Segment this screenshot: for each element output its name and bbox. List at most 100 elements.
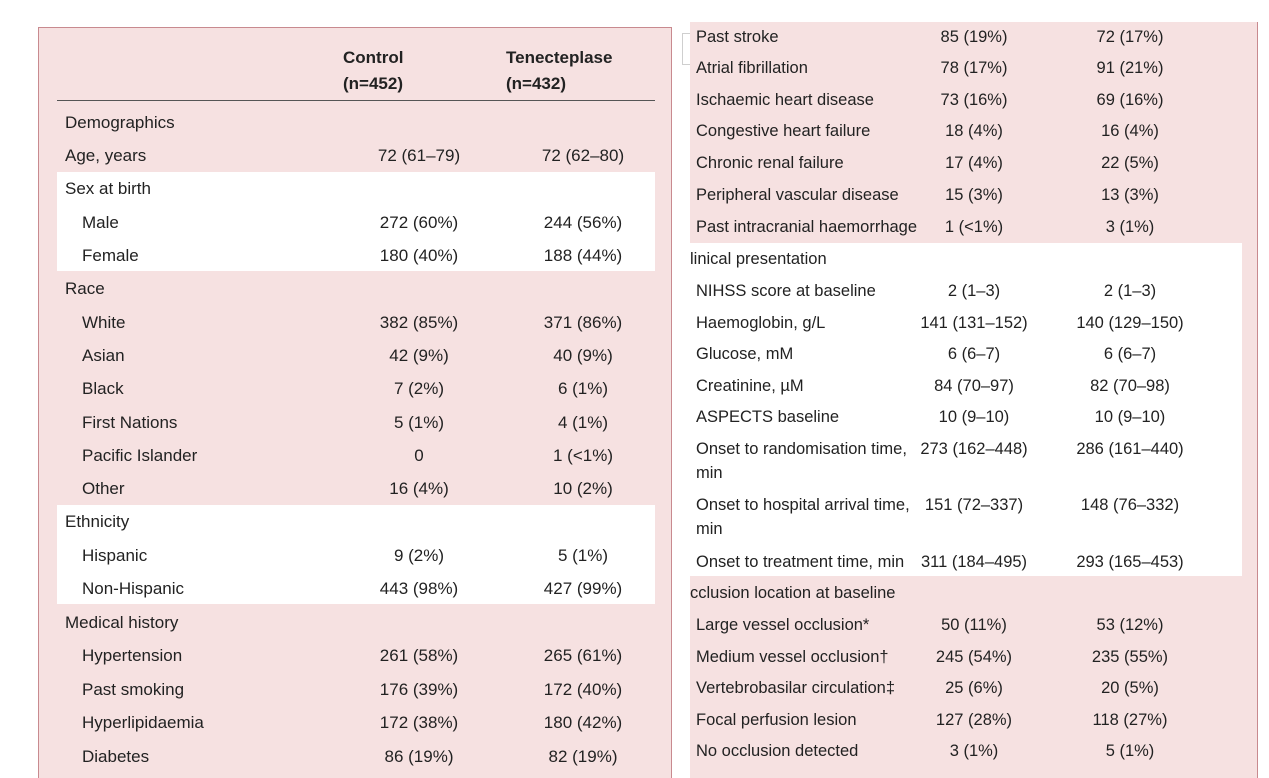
tenecteplase-value: 172 (40%)	[543, 680, 623, 699]
row-label: First Nations	[82, 413, 178, 432]
tenecteplase-value: 13 (3%)	[1101, 186, 1159, 204]
row-label: linical presentation	[690, 250, 827, 268]
control-value: 42 (9%)	[389, 346, 449, 365]
control-value: 176 (39%)	[379, 680, 459, 699]
control-value: 6 (6–7)	[947, 345, 1001, 363]
column-header-control: Control (n=452)	[343, 45, 403, 97]
control-value: 273 (162–448)	[920, 440, 1028, 458]
control-value: 5 (1%)	[393, 413, 445, 432]
table-row: Ethnicity	[39, 505, 673, 538]
row-band-sex	[57, 172, 655, 271]
row-label: Age, years	[65, 146, 147, 165]
control-value: 9 (2%)	[393, 546, 445, 565]
control-value: 15 (3%)	[945, 186, 1003, 204]
row-label: Atrial fibrillation	[696, 59, 808, 77]
table-row: Hyperlipidaemia 172 (38%) 180 (42%)	[39, 706, 673, 739]
row-label: Pacific Islander	[82, 446, 198, 465]
tenecteplase-value: 235 (55%)	[1091, 648, 1169, 666]
tenecteplase-value: 118 (27%)	[1092, 711, 1168, 729]
table-row: Demographics	[39, 106, 673, 139]
row-label: Medical history	[65, 613, 179, 632]
tenecteplase-value: 6 (1%)	[557, 379, 609, 398]
row-label: Ethnicity	[65, 512, 130, 531]
control-value: 50 (11%)	[941, 616, 1007, 634]
control-value: 18 (4%)	[945, 122, 1003, 140]
tenecteplase-value: 293 (165–453)	[1076, 553, 1184, 571]
control-value: 84 (70–97)	[934, 377, 1014, 395]
tenecteplase-value: 4 (1%)	[557, 413, 609, 432]
control-value: 127 (28%)	[935, 711, 1013, 729]
control-value: 78 (17%)	[940, 59, 1008, 77]
tenecteplase-value: 16 (4%)	[1101, 122, 1159, 140]
control-value: 382 (85%)	[379, 313, 459, 332]
row-label: Hyperlipidaemia	[82, 713, 204, 732]
control-value: 151 (72–337)	[924, 496, 1024, 514]
column-header-tenecteplase-n: (n=432)	[506, 74, 566, 93]
row-band-clinical-body	[690, 275, 1242, 576]
row-label: ASPECTS baseline	[696, 408, 840, 426]
control-value: 85 (19%)	[940, 28, 1008, 46]
table-row: White 382 (85%) 371 (86%)	[39, 306, 673, 339]
control-value: 2 (1–3)	[947, 282, 1001, 300]
tenecteplase-value: 53 (12%)	[1096, 616, 1164, 634]
header-divider	[57, 100, 655, 101]
row-label: Onset to hospital arrival time, min	[696, 496, 910, 538]
control-value: 180 (40%)	[379, 246, 459, 265]
tenecteplase-value: 140 (129–150)	[1076, 314, 1184, 332]
row-label: cclusion location at baseline	[690, 584, 896, 602]
control-value: 141 (131–152)	[920, 314, 1028, 332]
tenecteplase-value: 72 (62–80)	[541, 146, 625, 165]
row-label: Creatinine, µM	[696, 377, 804, 395]
tenecteplase-value: 371 (86%)	[543, 313, 623, 332]
control-value: 3 (1%)	[949, 742, 999, 760]
table-row: Sex at birth	[39, 172, 673, 205]
row-band-ethnicity	[57, 505, 655, 604]
row-label: Male	[82, 213, 119, 232]
tenecteplase-value: 180 (42%)	[543, 713, 623, 732]
row-label: Other	[82, 479, 125, 498]
control-value: 17 (4%)	[945, 154, 1003, 172]
control-value: 245 (54%)	[935, 648, 1013, 666]
row-label: Onset to treatment time, min	[696, 553, 905, 571]
row-label: Past intracranial haemorrhage	[696, 218, 918, 236]
tenecteplase-value: 427 (99%)	[543, 579, 623, 598]
control-value: 272 (60%)	[379, 213, 459, 232]
tenecteplase-value: 1 (<1%)	[553, 446, 613, 465]
control-value: 0	[414, 446, 424, 465]
tenecteplase-value: 148 (76–332)	[1080, 496, 1180, 514]
table-row: Other 16 (4%) 10 (2%)	[39, 472, 673, 505]
tenecteplase-value: 72 (17%)	[1096, 28, 1164, 46]
control-value: 73 (16%)	[940, 91, 1008, 109]
column-header-control-name: Control	[343, 48, 404, 67]
row-label: Medium vessel occlusion†	[696, 648, 889, 666]
control-value: 86 (19%)	[384, 747, 454, 766]
row-label: Haemoglobin, g/L	[696, 314, 826, 332]
row-label: Demographics	[65, 113, 175, 132]
row-label: White	[82, 313, 126, 332]
tenecteplase-value: 2 (1–3)	[1103, 282, 1157, 300]
row-label: Vertebrobasilar circulation‡	[696, 679, 896, 697]
row-band-clinical	[690, 243, 1242, 275]
control-value: 443 (98%)	[379, 579, 459, 598]
row-label: Diabetes	[82, 747, 150, 766]
table-row: Black 7 (2%) 6 (1%)	[39, 372, 673, 405]
tenecteplase-value: 6 (6–7)	[1103, 345, 1157, 363]
row-label: Chronic renal failure	[696, 154, 844, 172]
table-row: Hypertension 261 (58%) 265 (61%)	[39, 639, 673, 672]
tenecteplase-value: 3 (1%)	[1105, 218, 1155, 236]
tenecteplase-value: 20 (5%)	[1101, 679, 1159, 697]
row-label: Female	[82, 246, 139, 265]
column-header-control-n: (n=452)	[343, 74, 403, 93]
control-value: 7 (2%)	[393, 379, 445, 398]
tenecteplase-value: 188 (44%)	[543, 246, 623, 265]
control-value: 16 (4%)	[389, 479, 449, 498]
tenecteplase-value: 10 (9–10)	[1094, 408, 1166, 426]
table-row: Pacific Islander 0 1 (<1%)	[39, 439, 673, 472]
row-label: Large vessel occlusion*	[696, 616, 870, 634]
tenecteplase-value: 5 (1%)	[1105, 742, 1155, 760]
control-value: 72 (61–79)	[377, 146, 461, 165]
tenecteplase-value: 82 (70–98)	[1090, 377, 1170, 395]
control-value: 311 (184–495)	[920, 553, 1028, 571]
baseline-table-right: Past stroke 85 (19%) 72 (17%) Atrial fib…	[690, 22, 1258, 778]
